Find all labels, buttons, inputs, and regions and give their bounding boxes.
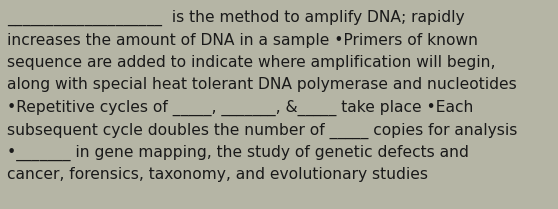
Text: increases the amount of DNA in a sample •Primers of known: increases the amount of DNA in a sample … xyxy=(7,33,478,47)
Text: subsequent cycle doubles the number of _____ copies for analysis: subsequent cycle doubles the number of _… xyxy=(7,122,517,139)
Text: •_______ in gene mapping, the study of genetic defects and: •_______ in gene mapping, the study of g… xyxy=(7,145,469,161)
Text: ____________________  is the method to amplify DNA; rapidly: ____________________ is the method to am… xyxy=(7,10,464,26)
Text: sequence are added to indicate where amplification will begin,: sequence are added to indicate where amp… xyxy=(7,55,495,70)
Text: along with special heat tolerant DNA polymerase and nucleotides: along with special heat tolerant DNA pol… xyxy=(7,78,517,93)
Text: •Repetitive cycles of _____, _______, &_____ take place •Each: •Repetitive cycles of _____, _______, &_… xyxy=(7,100,473,116)
Text: cancer, forensics, taxonomy, and evolutionary studies: cancer, forensics, taxonomy, and evoluti… xyxy=(7,167,427,182)
